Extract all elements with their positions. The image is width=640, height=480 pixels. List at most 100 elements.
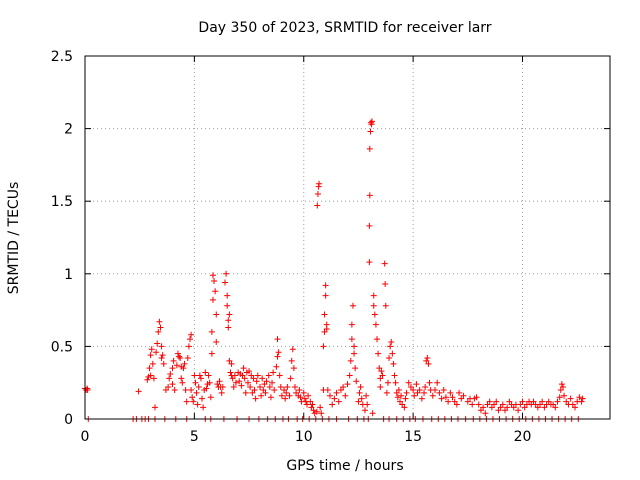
data-point [504,404,511,411]
data-point [382,280,389,287]
data-point [358,395,365,402]
data-point [182,386,189,393]
data-point [349,302,356,309]
data-point [171,386,178,393]
data-point [432,386,438,393]
x-tick-label: 0 [81,429,90,445]
data-point [480,404,487,411]
data-point [197,375,204,382]
data-point [263,378,270,385]
data-point [146,365,153,372]
data-point [314,202,321,209]
data-point [344,381,351,388]
data-point [383,389,390,396]
data-point [572,404,578,411]
data-point [539,398,546,405]
data-point [265,372,272,379]
data-point [159,352,166,359]
data-point [382,302,389,309]
data-point [224,302,231,309]
tick-labels: 0 5 10 15 20 0 0.5 1 1.5 2 2.5 [51,49,532,445]
data-point [154,340,161,347]
x-tick-label: 5 [190,429,199,445]
data-point [482,410,489,417]
data-point [316,180,323,187]
data-point [169,365,176,372]
data-point [257,384,263,391]
data-point [195,384,202,391]
data-point [196,372,203,379]
data-point [203,385,210,392]
data-point [287,375,294,382]
data-point [194,401,201,408]
data-point [348,336,355,343]
data-point [425,360,432,367]
data-point [192,379,199,386]
data-point [180,365,187,372]
data-point [165,384,172,391]
data-point [187,336,193,343]
data-point [153,349,160,356]
data-point [369,118,375,125]
data-point [188,386,195,393]
data-point [277,384,284,391]
data-point [283,389,290,396]
data-point [289,346,296,353]
y-axis-label: SRMTID / TECUs [6,182,22,295]
data-point [222,279,228,286]
y-tick-label: 1 [64,267,73,283]
data-point [225,317,232,324]
data-point [202,369,209,376]
data-point [251,386,258,393]
data-point [556,394,563,401]
data-point [176,353,183,360]
data-point [519,398,526,405]
data-point [357,384,364,391]
data-point [370,302,377,309]
data-point [225,324,232,331]
data-point [191,372,198,379]
data-point [267,394,274,401]
data-point [269,379,276,386]
data-point [346,372,353,379]
x-tick-label: 20 [514,429,532,445]
data-point [301,395,308,402]
data-point [335,398,342,405]
data-point [148,346,155,353]
data-point [356,389,363,396]
data-point [333,389,340,396]
data-point [367,128,374,135]
data-point [378,368,385,375]
data-point [331,395,338,402]
data-point [351,343,358,350]
data-point [447,389,454,396]
data-point [449,394,456,401]
data-point [329,401,336,408]
data-point [228,360,235,367]
data-point [216,378,223,385]
data-point [310,407,317,414]
data-point [384,379,391,386]
y-tick-label: 0 [64,412,73,428]
data-point [200,404,207,411]
data-point [292,384,298,391]
x-tick-label: 15 [404,429,422,445]
data-point [317,404,324,411]
data-point [278,392,285,399]
data-point [438,395,445,402]
data-point [381,260,388,267]
data-point [578,398,585,405]
data-point [426,379,433,386]
data-point [181,360,188,367]
data-point [567,395,574,402]
data-point [236,378,243,385]
data-point [453,401,460,408]
data-point [274,353,281,360]
data-point [389,350,396,357]
data-point [367,119,374,126]
data-point [370,292,377,299]
data-point [147,352,154,359]
data-point [160,360,167,367]
data-point [375,350,382,357]
data-point [179,379,186,386]
